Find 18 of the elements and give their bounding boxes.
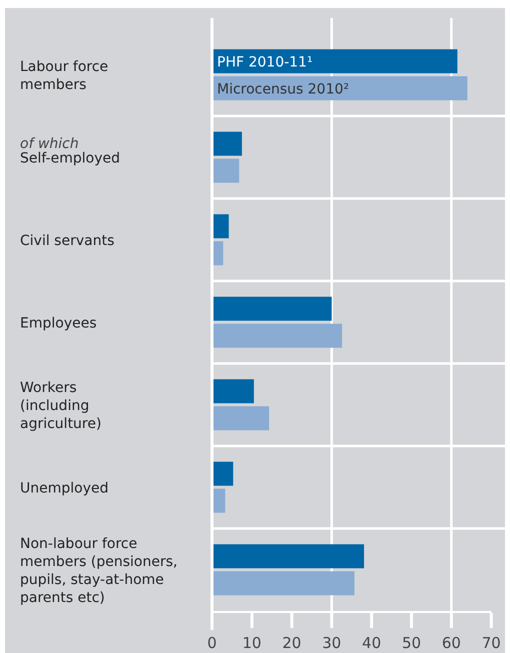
series-label: PHF 2010-11¹ xyxy=(217,54,313,70)
y-tick-label: Self-employed xyxy=(20,150,120,166)
x-tick-label: 40 xyxy=(362,634,382,652)
series-label: Microcensus 2010² xyxy=(217,81,350,98)
x-tick-label: 10 xyxy=(242,634,262,652)
y-tick-label: Civil servants xyxy=(20,232,114,249)
x-tick-label: 60 xyxy=(442,634,461,652)
x-tick-label: 50 xyxy=(402,634,422,652)
y-tick-label: Workers (including agriculture) xyxy=(20,380,102,432)
y-tick-label: Non-labour force members (pensioners, pupils, stay-at-home parents etc) xyxy=(20,536,178,606)
y-tick-label: Labour force members xyxy=(20,58,108,93)
x-tick-label: 20 xyxy=(282,634,302,652)
x-tick-label: 0 xyxy=(207,634,217,652)
y-tick-label: Unemployed xyxy=(20,480,108,496)
y-tick-label: Employees xyxy=(20,315,97,332)
x-tick-label: 30 xyxy=(322,634,342,652)
text: of which xyxy=(20,136,79,152)
x-tick-label: 70 xyxy=(482,634,501,652)
